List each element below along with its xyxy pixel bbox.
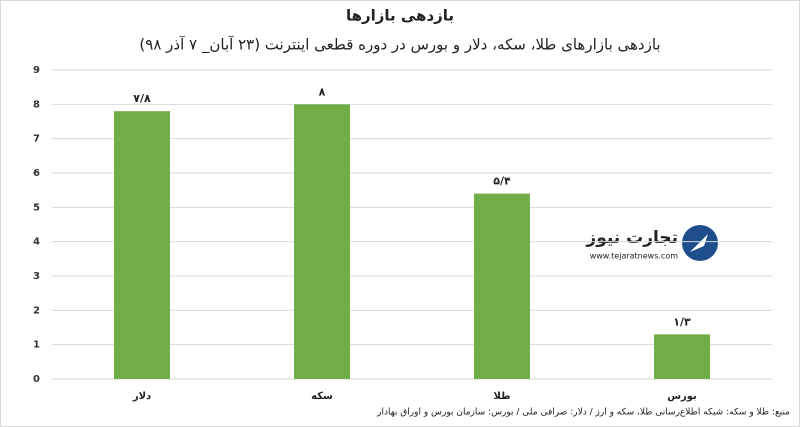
y-tick-label: 3: [33, 271, 40, 282]
logo: تجارت نیوز www.tejaratnews.com: [585, 225, 718, 261]
y-tick-label: 4: [33, 237, 40, 248]
x-tick-label: دلار: [132, 391, 151, 402]
y-tick-label: 6: [33, 168, 40, 179]
source-note: منبع: طلا و سکه: شبکه اطلاع‌رسانی طلا، س…: [376, 408, 790, 418]
x-tick-label: بورس: [667, 391, 697, 402]
chart-subtitle: بازدهی بازارهای طلا، سکه، دلار و بورس در…: [139, 36, 660, 55]
logo-arrow: [690, 234, 708, 252]
y-tick-label: 7: [33, 134, 40, 145]
x-tick-label: سکه: [311, 391, 333, 402]
value-label: ۸: [319, 85, 326, 98]
y-tick-label: 9: [33, 65, 40, 76]
value-label: ۷/۸: [133, 92, 151, 105]
chart-title: بازدهی بازارها: [346, 7, 454, 25]
bar: [654, 334, 710, 379]
y-tick-label: 0: [33, 374, 40, 385]
value-label: ۱/۳: [673, 315, 691, 328]
y-tick-label: 5: [33, 202, 40, 213]
bar: [474, 193, 530, 379]
logo-url: www.tejaratnews.com: [590, 252, 678, 261]
bar: [114, 111, 170, 379]
bar: [294, 104, 350, 379]
y-tick-label: 8: [33, 99, 40, 110]
value-label: ۵/۴: [493, 175, 511, 188]
x-tick-label: طلا: [493, 391, 510, 402]
y-tick-label: 1: [33, 340, 40, 351]
y-tick-label: 2: [33, 305, 40, 316]
logo-text: تجارت نیوز: [585, 228, 678, 248]
